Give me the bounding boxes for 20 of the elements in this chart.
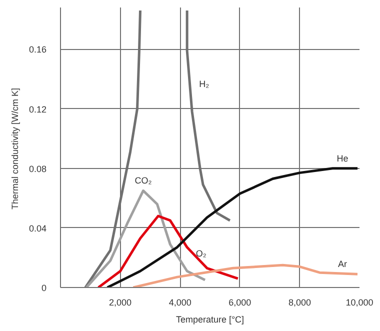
y-tick-label: 0.08 [28, 164, 47, 174]
line-series [97, 214, 240, 288]
series-label: H₂ [199, 78, 210, 89]
series-label: CO₂ [134, 176, 152, 186]
line-series [85, 189, 206, 288]
y-tick-label: 0.12 [28, 104, 47, 114]
series-label: He [336, 153, 348, 164]
x-tick-label: 10,000 [346, 298, 374, 308]
y-tick-label: 0.16 [28, 44, 47, 55]
y-tick-label: 0.04 [28, 223, 47, 234]
x-tick-label: 2,000 [109, 298, 132, 308]
x-axis-title: Temperature [°C] [176, 314, 244, 324]
series-label: O₂ [196, 248, 207, 258]
line-series [106, 167, 359, 288]
y-tick-label: 0 [41, 283, 47, 293]
x-tick-label: 4,000 [168, 298, 192, 308]
series-label: Ar [338, 259, 347, 270]
x-tick-label: 8,000 [288, 298, 311, 308]
y-axis-title: Thermal conductivity [W/cm K] [10, 88, 20, 210]
x-tick-label: 6,000 [228, 298, 252, 308]
